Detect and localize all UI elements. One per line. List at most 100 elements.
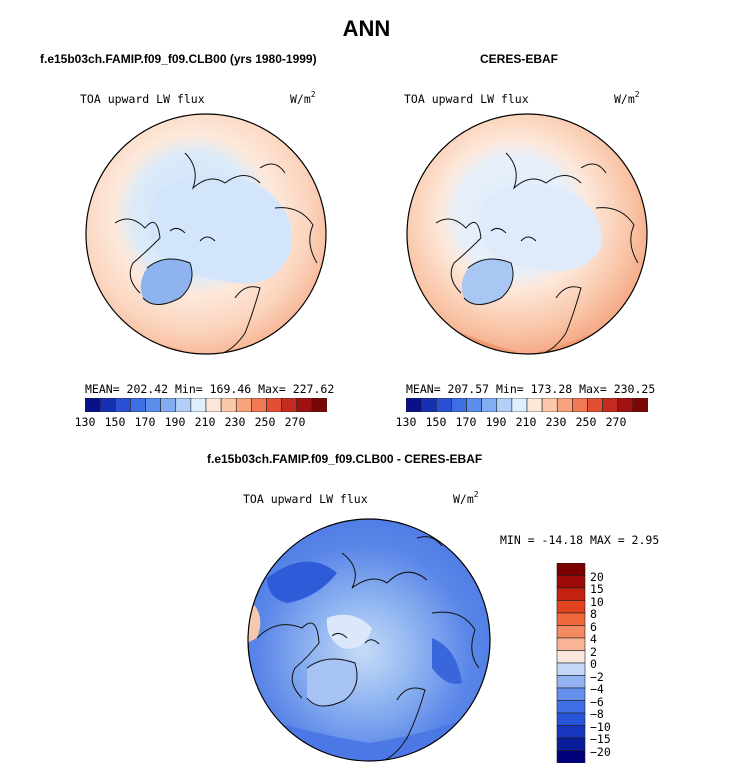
diff-colorbar-label: −20 [590,744,611,759]
diff-colorbar-label: 20 [590,569,604,584]
tick-label: 170 [455,415,477,429]
tick-label: 250 [254,415,276,429]
diff-colorbar-label: 0 [590,657,597,671]
colorbar-swatch [572,398,588,412]
obs-variable-label: TOA upward LW flux [404,92,529,106]
obs-coastlines [435,152,639,354]
colorbar-swatch [85,398,101,412]
colorbar-swatch [556,637,586,651]
colorbar-swatch [556,612,586,626]
tick-label: 150 [425,415,447,429]
colorbar-swatch [406,398,422,412]
colorbar-swatch [587,398,603,412]
colorbar-swatch [99,398,116,412]
colorbar-swatch [190,398,207,412]
colorbar-swatch [556,750,586,763]
colorbar-swatch [420,398,437,412]
tick-label: 130 [395,415,417,429]
colorbar-swatch [632,398,648,412]
diff-colorbar-label: −10 [590,719,611,734]
model-colorbar [85,398,327,412]
colorbar-swatch [205,398,222,412]
diff-colorbar-label: −6 [590,694,604,709]
diff-polar-map [247,518,491,762]
model-polar-map [85,113,327,355]
colorbar-swatch [175,398,192,412]
colorbar-swatch [556,712,586,726]
colorbar-swatch [556,687,586,701]
colorbar-swatch [556,737,586,751]
colorbar-swatch [296,398,313,412]
diff-colorbar-label: 4 [590,632,597,646]
colorbar-swatch [251,398,267,412]
colorbar-swatch [466,398,482,412]
diff-greenland [307,659,358,707]
colorbar-swatch [556,700,586,714]
colorbar-swatch [496,398,513,412]
diff-near-zero-central [326,614,372,649]
diff-colorbar-label: −15 [590,732,611,746]
obs-colorbar-ticks: 130 150 170 190 210 230 250 270 [391,415,663,429]
model-greenland-low [140,259,193,305]
tick-label: 170 [134,415,156,429]
model-coastlines [114,152,318,354]
colorbar-swatch [617,398,634,412]
obs-colorbar [406,398,648,412]
diff-strong-negative-north [267,561,337,603]
diff-variable-label: TOA upward LW flux [243,492,368,506]
colorbar-swatch [556,650,586,664]
diff-colorbar-label: 2 [590,644,597,659]
tick-label: 190 [485,415,507,429]
colorbar-swatch [602,398,619,412]
obs-panel-subtitle: CERES-EBAF [480,52,559,66]
colorbar-swatch [511,398,528,412]
diff-colorbar-labels: 20 15 10 8 6 4 2 0 −2 −4 −6 −8 −10 −15 −… [590,563,630,763]
colorbar-swatch [556,563,586,576]
colorbar-swatch [281,398,298,412]
diff-strong-negative-east [432,638,462,684]
model-variable-label: TOA upward LW flux [80,92,205,106]
diff-colorbar-label: −2 [590,669,604,684]
obs-polar-map [406,113,648,355]
colorbar-swatch [556,575,586,589]
obs-units: W/m2 [614,90,640,106]
diff-units: W/m2 [453,490,479,506]
tick-label: 270 [284,415,306,429]
colorbar-swatch [435,398,452,412]
diff-colorbar [556,563,586,763]
colorbar-swatch [556,725,586,739]
diff-colorbar-label: 15 [590,582,604,596]
colorbar-swatch [130,398,146,412]
tick-label: 270 [605,415,627,429]
colorbar-swatch [526,398,543,412]
colorbar-swatch [556,662,586,676]
diff-colorbar-label: 10 [590,594,604,609]
diff-colorbar-label: 8 [590,607,597,621]
tick-label: 150 [104,415,126,429]
colorbar-swatch [311,398,327,412]
tick-label: 230 [545,415,567,429]
colorbar-swatch [556,587,586,601]
model-colorbar-ticks: 130 150 170 190 210 230 250 270 [70,415,342,429]
diff-coastlines [256,536,480,761]
tick-label: 210 [515,415,537,429]
colorbar-swatch [556,675,586,689]
obs-greenland-low [461,259,514,305]
tick-label: 190 [164,415,186,429]
colorbar-swatch [114,398,131,412]
tick-label: 230 [224,415,246,429]
tick-label: 210 [194,415,216,429]
colorbar-swatch [556,398,573,412]
tick-label: 250 [575,415,597,429]
obs-central-arctic-region [479,184,602,272]
diff-panel-subtitle: f.e15b03ch.FAMIP.f09_f09.CLB00 - CERES-E… [207,452,483,466]
colorbar-swatch [235,398,252,412]
colorbar-swatch [556,625,586,639]
tick-label: 130 [74,415,96,429]
diff-colorbar-label: 6 [590,619,597,634]
page-title: ANN [342,16,391,41]
colorbar-swatch [266,398,282,412]
model-stats: MEAN= 202.42 Min= 169.46 Max= 227.62 [85,382,335,396]
colorbar-swatch [556,600,586,614]
model-units: W/m2 [290,90,316,106]
